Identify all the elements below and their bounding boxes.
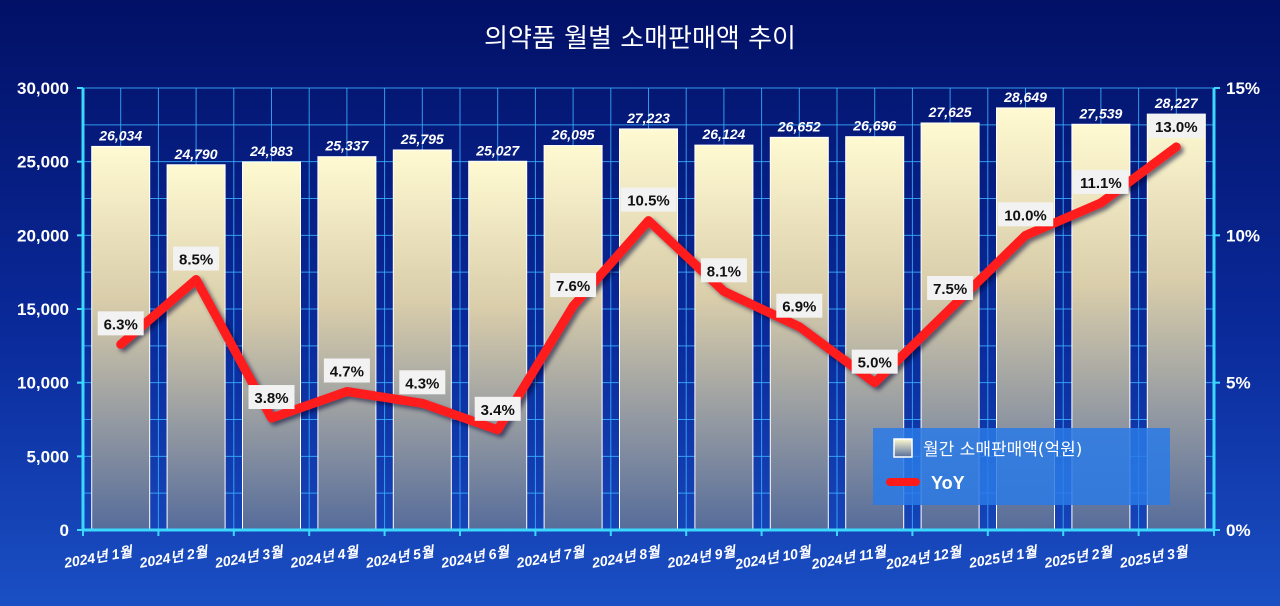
bar-value-label: 25,027: [475, 142, 520, 158]
bar-value-label: 27,625: [928, 104, 972, 120]
y2-tick-label: 10%: [1226, 226, 1260, 245]
yoy-value-label: 7.5%: [933, 281, 967, 298]
bar-value-label: 28,649: [1003, 89, 1047, 105]
yoy-value-label: 3.8%: [254, 390, 288, 407]
yoy-value-label: 8.1%: [707, 263, 741, 280]
yoy-value-label: 11.1%: [1080, 175, 1122, 192]
bar-value-labels: 26,034 24,790 24,983 25,337 25,795 25,027 26,0…: [98, 89, 1199, 162]
yoy-label-box: [474, 396, 521, 421]
bar: [468, 160, 528, 531]
x-tick-label: 2024년 3월: [213, 543, 286, 571]
x-tick-label: 2024년 5월: [364, 543, 437, 571]
y2-tick-label: 0%: [1226, 521, 1251, 540]
yoy-value-label: 10.0%: [1004, 207, 1047, 224]
legend-bar-label: 월간 소매판매액(억원): [923, 440, 1082, 460]
bar-value-label: 27,223: [626, 110, 670, 126]
x-tick-label: 2025년 1월: [967, 543, 1040, 571]
bar: [166, 164, 226, 531]
bar: [242, 161, 301, 531]
yoy-label-box: [550, 273, 597, 298]
x-axis-ticks: 2024년 1월 2024년 2월 2024년 3월 2024년 4월 2024년 5월…: [62, 543, 1191, 573]
y-tick-label: 5,000: [26, 447, 69, 466]
yoy-line: [116, 142, 1181, 435]
y2-tick-label: 5%: [1226, 374, 1251, 393]
bar-value-label: 26,652: [777, 118, 821, 134]
yoy-value-label: 3.4%: [481, 402, 515, 419]
bar-value-label: 26,696: [852, 118, 896, 134]
y-tick-label: 0: [60, 521, 69, 540]
x-tick-label: 2025년 2월: [1042, 543, 1115, 571]
x-tick-label: 2024년 6월: [439, 543, 512, 571]
yoy-value-label: 5.0%: [858, 355, 892, 372]
yoy-value-label: 8.5%: [179, 252, 213, 269]
y-tick-label: 10,000: [17, 374, 69, 393]
bar-value-label: 28,227: [1154, 95, 1199, 111]
x-tick-label: 2024년 12월: [884, 543, 965, 573]
yoy-label-box: [927, 276, 974, 300]
y-tick-label: 30,000: [17, 79, 69, 98]
x-tick-label: 2024년 8월: [590, 543, 663, 571]
legend-bar-swatch: [893, 438, 913, 458]
chart-title: 의약품 월별 소매판매액 추이: [484, 24, 796, 54]
bar: [91, 145, 151, 531]
yoy-label-box: [97, 311, 144, 336]
bar-value-label: 27,539: [1078, 105, 1122, 121]
y2-tick-label: 15%: [1226, 79, 1260, 98]
y-tick-label: 15,000: [17, 300, 69, 319]
y-tick-label: 25,000: [17, 153, 69, 172]
yoy-value-labels: 6.3% 8.5% 3.8% 4.7% 4.3% 3.4% 7.6% 10.5% 8.1% 6.9…: [97, 113, 1205, 421]
yoy-label-box: [851, 349, 898, 374]
bar: [769, 136, 829, 531]
bar-value-label: 24,790: [174, 146, 218, 162]
x-tick-label: 2024년 4월: [288, 543, 361, 571]
yoy-value-label: 6.9%: [782, 299, 816, 316]
yoy-value-label: 4.3%: [405, 375, 439, 392]
yoy-label-box: [248, 385, 295, 410]
x-tick-label: 2024년 7월: [514, 543, 587, 571]
legend-line-label: YoY: [931, 473, 965, 493]
yoy-value-label: 6.3%: [104, 316, 138, 333]
x-tick-label: 2024년 11월: [809, 543, 889, 572]
yoy-value-label: 13.0%: [1155, 119, 1198, 136]
yoy-label-box: [700, 258, 747, 283]
yoy-value-label: 10.5%: [627, 193, 670, 210]
bar-value-label: 24,983: [249, 143, 293, 159]
bar-value-label: 26,095: [551, 127, 595, 143]
x-tick-label: 2024년 10월: [733, 543, 814, 573]
bar: [694, 144, 754, 531]
x-tick-label: 2024년 1월: [62, 543, 135, 571]
bar: [317, 156, 377, 531]
yoy-label-box: [173, 246, 220, 271]
x-tick-label: 2025년 3월: [1118, 543, 1191, 571]
x-tick-label: 2024년 9월: [665, 543, 738, 571]
legend: 월간 소매판매액(억원) YoY: [873, 428, 1170, 505]
yoy-label-box: [323, 358, 370, 383]
y-axis-ticks: 0 5,000 10,000 15,000 20,000 25,000 30,000: [17, 79, 69, 540]
axes: [77, 87, 1220, 536]
y2-axis-ticks: 0% 5% 10% 15%: [1226, 79, 1260, 540]
bar-value-label: 26,124: [701, 126, 745, 142]
yoy-label-box: [399, 370, 446, 395]
yoy-label-box: [997, 202, 1054, 227]
y-tick-label: 20,000: [17, 226, 69, 245]
legend-box: [873, 428, 1170, 505]
bar-value-label: 25,795: [400, 131, 444, 147]
yoy-label-box: [1073, 169, 1129, 194]
yoy-label-box: [1148, 113, 1205, 138]
yoy-label-box: [620, 187, 677, 212]
bar-value-label: 26,034: [98, 127, 142, 143]
bar: [392, 149, 452, 531]
yoy-series-line: [116, 142, 1181, 435]
yoy-value-label: 4.7%: [330, 364, 364, 381]
yoy-value-label: 7.6%: [556, 278, 590, 295]
yoy-label-box: [776, 293, 823, 318]
x-tick-label: 2024년 2월: [137, 543, 210, 571]
bar-value-label: 25,337: [324, 138, 369, 154]
